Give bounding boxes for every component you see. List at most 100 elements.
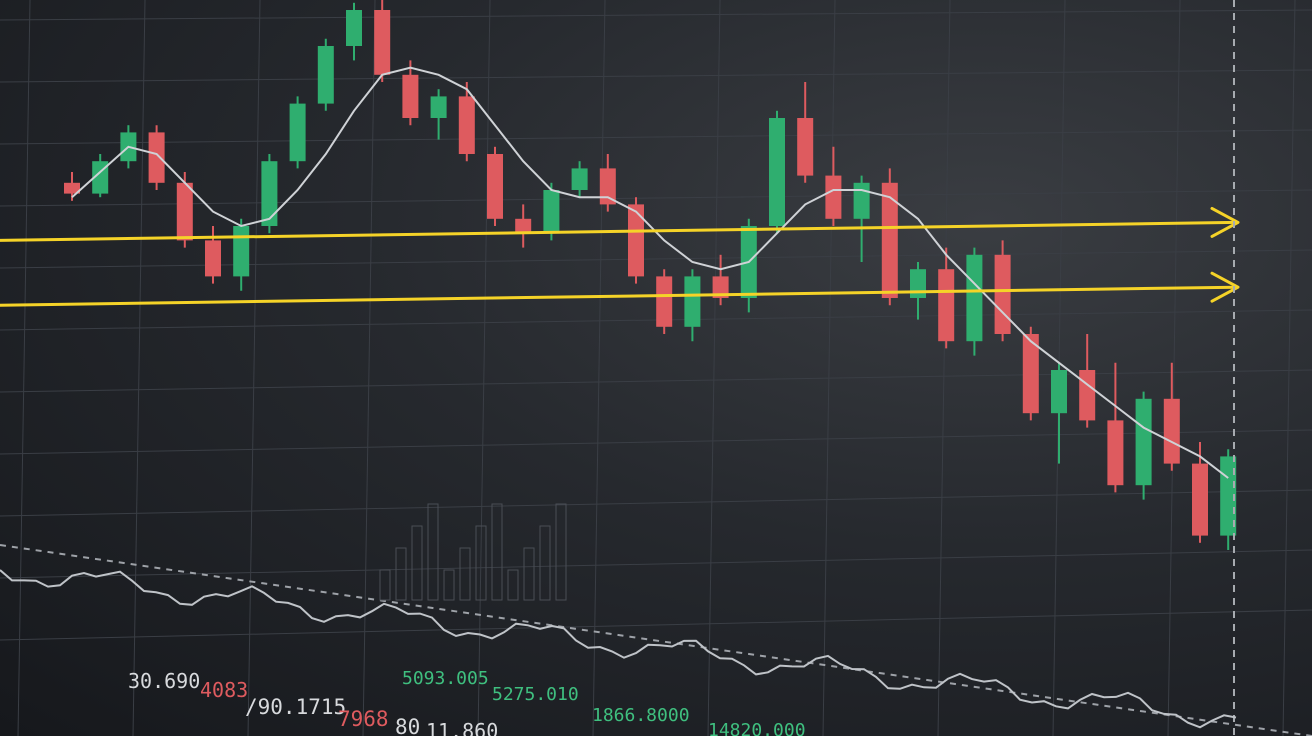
grid-line-horizontal (0, 549, 1312, 579)
grid-line-horizontal (0, 249, 1312, 269)
price-level-arrow (0, 271, 1240, 307)
candle-down (374, 0, 391, 82)
bottom-readouts: 30.690 4083 /90.1715 7968 80 11.860 5093… (128, 668, 806, 736)
candle-body (910, 269, 926, 298)
candles (64, 0, 1237, 550)
grid-line-vertical (707, 0, 721, 736)
candle-down (599, 154, 616, 212)
candle-down (1079, 334, 1096, 428)
grid-line-horizontal (0, 609, 1312, 641)
volume-bar (411, 525, 423, 601)
candle-up (1220, 449, 1237, 550)
grid-line-vertical (1167, 0, 1181, 736)
readout-value: /90.1715 (245, 695, 346, 719)
candle-down (458, 82, 475, 162)
readout-value: 5275.010 (492, 684, 579, 705)
volume-bar (443, 569, 455, 601)
candle-up (740, 218, 757, 313)
grid-line-vertical (132, 0, 146, 736)
candle-up (346, 2, 362, 61)
candle-down (487, 146, 503, 226)
candle-body (571, 168, 588, 190)
candle-body (430, 96, 447, 118)
candle-up (966, 247, 983, 356)
candle-up (769, 110, 785, 234)
volume-bar (427, 503, 439, 601)
candle-body (289, 103, 306, 162)
candle-up (1051, 362, 1067, 464)
grid-line-vertical (362, 0, 376, 736)
candle-body (599, 168, 616, 205)
candle-body (684, 276, 701, 327)
arrowhead-icon (1210, 271, 1240, 303)
candle-up (430, 89, 447, 140)
candle-body (64, 182, 80, 194)
grid-line-vertical (592, 0, 606, 736)
candle-body (402, 74, 419, 118)
grid-line-vertical (822, 0, 836, 736)
candle-body (712, 276, 729, 298)
candle-down (938, 247, 955, 349)
candle-body (458, 96, 475, 154)
readout-value: 30.690 (128, 669, 200, 693)
candle-down (825, 146, 842, 226)
indicator-trendline (0, 544, 1312, 736)
volume-bar (539, 525, 551, 601)
candle-down (712, 254, 729, 306)
candle-body (1220, 456, 1237, 536)
price-level-line (0, 285, 1237, 307)
candle-up (317, 38, 334, 111)
candle-down (656, 269, 673, 334)
candle-down (881, 168, 898, 306)
candle-down (148, 125, 165, 190)
candle-up (92, 154, 109, 198)
candle-up (233, 218, 250, 291)
readout-value: 5093.005 (402, 668, 489, 689)
candle-body (881, 182, 898, 298)
readout-value: 14820.000 (708, 720, 806, 736)
candle-body (176, 182, 193, 241)
grid-line-vertical (17, 0, 31, 736)
candle-body (994, 254, 1011, 334)
candle-body (769, 118, 785, 226)
candle-down (205, 226, 221, 284)
candle-body (1192, 463, 1208, 536)
candle-body (1107, 420, 1124, 486)
candle-body (261, 161, 278, 226)
volume-bar (523, 547, 535, 601)
candle-up (289, 96, 306, 169)
readout-value: 4083 (200, 678, 248, 702)
indicator-line (0, 569, 1237, 729)
candle-body (1022, 334, 1039, 414)
candle-down (402, 60, 419, 126)
price-levels (0, 206, 1240, 307)
grid-line-horizontal (0, 189, 1312, 207)
candle-body (628, 204, 644, 277)
candle-down (797, 82, 814, 183)
grid-line-vertical (937, 0, 951, 736)
candle-body (1079, 370, 1096, 421)
candle-body (797, 118, 814, 176)
volume-bar (491, 503, 503, 601)
candle-body (938, 269, 955, 342)
volume-bar (555, 503, 567, 601)
candle-body (656, 276, 673, 327)
candle-body (374, 10, 391, 75)
candle-body (317, 46, 334, 104)
grid-line-horizontal (0, 429, 1312, 455)
candle-body (966, 254, 983, 342)
candle-body (853, 182, 870, 219)
ma-line (71, 66, 1229, 479)
price-level-arrow (0, 206, 1240, 242)
grid-line-vertical (477, 0, 491, 736)
candle-body (487, 154, 503, 219)
volume-bar (459, 547, 471, 601)
candle-body (825, 175, 842, 219)
grid-line-horizontal (0, 69, 1312, 83)
candle-body (1051, 370, 1067, 414)
readout-value: 80 (395, 715, 420, 736)
arrowhead-icon (1210, 206, 1240, 238)
candle-up (1135, 391, 1152, 500)
